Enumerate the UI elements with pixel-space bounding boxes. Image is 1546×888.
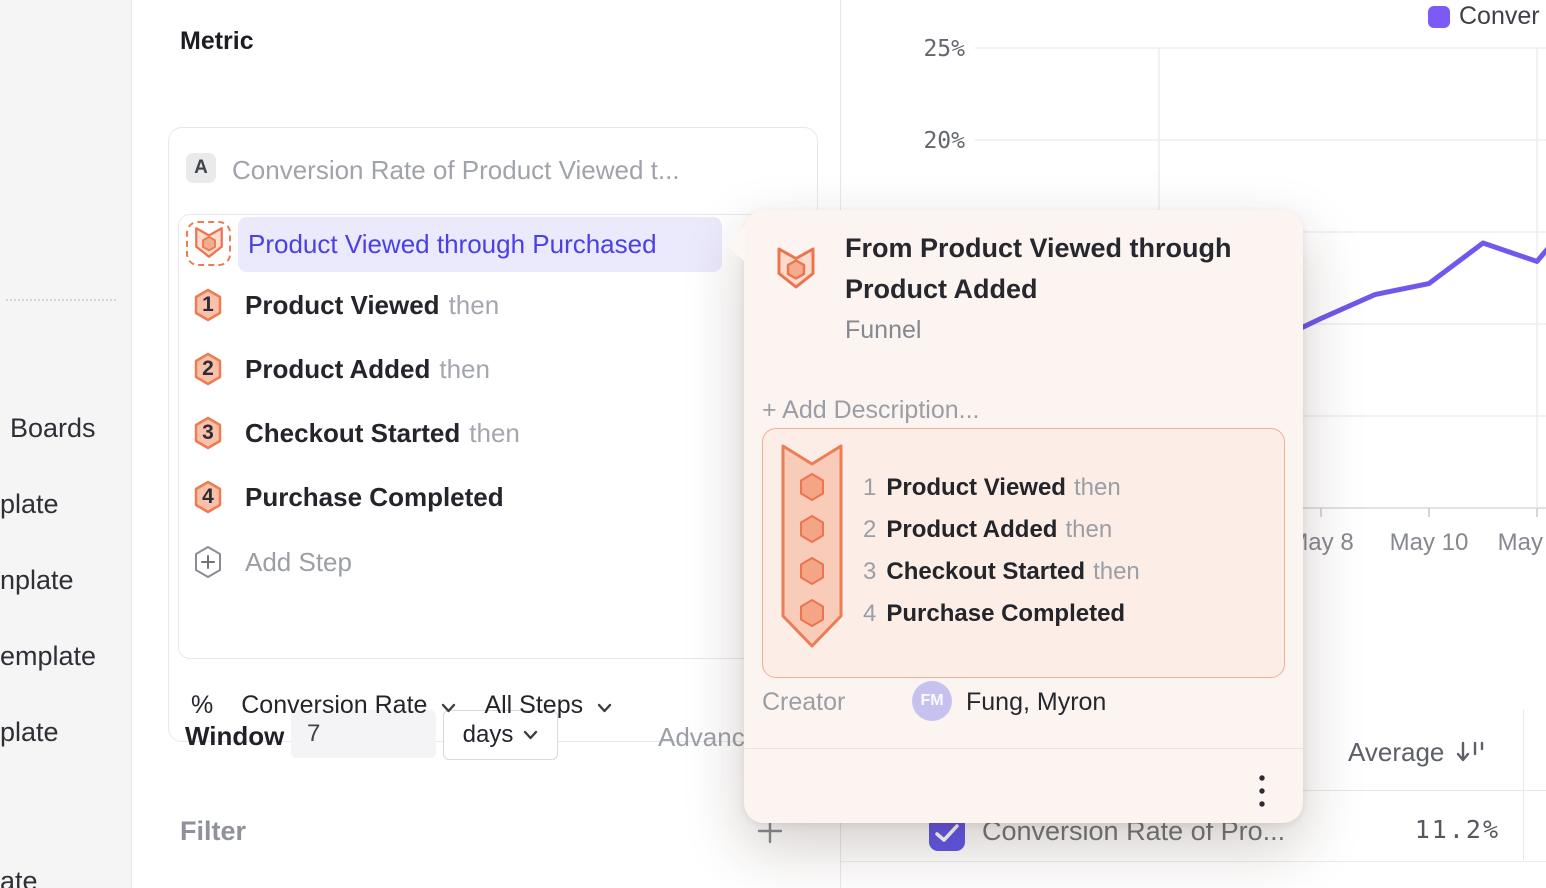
series-title[interactable]: Conversion Rate of Product Viewed t... [232,155,680,185]
creator-label: Creator [762,688,846,716]
step-3-connector: then [469,417,520,448]
funnel-step-4[interactable]: 4 Purchase Completed [179,480,513,514]
sort-descending-icon [1457,741,1484,761]
step-3-event: Checkout Started [245,417,461,448]
add-step-hexagon-icon [193,545,223,579]
popover-arrow [725,226,745,262]
metric-card: A Conversion Rate of Product Viewed t...… [168,127,818,760]
legend-swatch [1428,5,1450,28]
step-2-number: 2 [202,357,214,380]
funnel-step-1[interactable]: 1 Product Viewed then [179,288,499,322]
measure-prefix: % [191,691,214,719]
measure-select[interactable]: Conversion Rate [241,691,428,719]
popover-subtitle: Funnel [845,316,922,344]
measure-row: % Conversion Rate All Steps [191,691,612,720]
funnel-name-label: Product Viewed through Purchased [248,229,657,259]
funnel-summary-box [762,428,1285,678]
add-description-button[interactable]: + Add Description... [762,396,980,424]
step-2-connector: then [439,353,490,384]
sidebar: Boards plate nplate emplate plate ate [0,0,132,888]
window-unit-select[interactable]: days [443,710,558,760]
funnel-ribbon-icon [781,444,843,648]
chevron-down-icon[interactable] [597,703,612,713]
kebab-menu-icon [1259,775,1265,807]
step-1-connector: then [448,289,500,320]
svg-text:20%: 20% [923,128,965,154]
step-2-hexagon-icon: 2 [193,352,223,386]
popover-title: From Product Viewed through Product Adde… [845,233,1232,304]
step-4-hexagon-icon: 4 [193,480,223,514]
funnel-icon [194,226,224,262]
svg-text:25%: 25% [923,36,965,62]
step-3-hexagon-icon: 3 [193,416,223,450]
sidebar-item-template-2[interactable]: nplate [0,565,74,595]
popover-step-2: 2 Product Added then [863,516,1113,543]
page-title: Metric [180,27,254,55]
filter-section-label: Filter [180,816,247,846]
step-1-hexagon-icon: 1 [193,288,223,322]
checkmark-icon [935,824,959,842]
add-step-button[interactable]: Add Step [179,545,352,579]
steps-scope-select[interactable]: All Steps [484,691,584,719]
sidebar-section-divider [6,299,116,301]
average-header-label: Average [1348,737,1445,767]
creator-avatar: FM [912,681,952,721]
funnel-type-button[interactable] [186,221,231,266]
table-column-divider [1523,710,1524,860]
add-step-label: Add Step [245,546,352,577]
legend-label: Conver [1459,2,1540,30]
window-unit-value: days [462,721,514,748]
average-column-header[interactable]: Average [1348,737,1486,768]
window-label: Window [185,721,285,751]
step-2-event: Product Added [245,353,431,384]
popover-step-1: 1 Product Viewed then [863,474,1121,501]
funnel-icon [776,246,816,295]
funnel-step-3[interactable]: 3 Checkout Started then [179,416,520,450]
sidebar-item-template-4[interactable]: plate [0,717,59,747]
more-options-button[interactable] [1249,768,1275,816]
step-4-number: 4 [202,485,214,508]
chevron-down-icon[interactable] [441,703,456,713]
table-row-divider [841,861,1546,862]
popover-footer-divider [744,748,1303,749]
funnel-name-row[interactable]: Product Viewed through Purchased [238,217,722,272]
legend-item[interactable]: Conver [1428,2,1540,31]
step-3-number: 3 [202,421,214,444]
window-value-input[interactable] [291,710,436,758]
add-filter-button[interactable] [757,818,783,844]
sidebar-item-template-3[interactable]: emplate [0,641,97,671]
step-1-event: Product Viewed [245,289,440,320]
sidebar-item-boards[interactable]: Boards [10,413,96,443]
table-row-average-value: 11.2% [1414,815,1500,844]
svg-text:May 12: May 12 [1498,529,1546,556]
popover-step-4: 4 Purchase Completed [863,600,1126,627]
svg-text:May 10: May 10 [1390,529,1469,556]
funnel-details-popover: From Product Viewed through Product Adde… [725,210,1303,823]
sidebar-item-template-5[interactable]: ate [0,866,38,888]
funnel-definition-box: Product Viewed through Purchased 1 Produ… [178,214,806,760]
creator-name: Fung, Myron [966,688,1107,716]
sidebar-item-template-1[interactable]: plate [0,489,59,519]
popover-step-3: 3 Checkout Started then [863,558,1140,585]
step-1-number: 1 [202,293,214,316]
step-4-event: Purchase Completed [245,481,504,512]
chevron-down-icon [524,730,538,740]
funnel-step-2[interactable]: 2 Product Added then [179,352,490,386]
series-badge: A [186,153,216,183]
